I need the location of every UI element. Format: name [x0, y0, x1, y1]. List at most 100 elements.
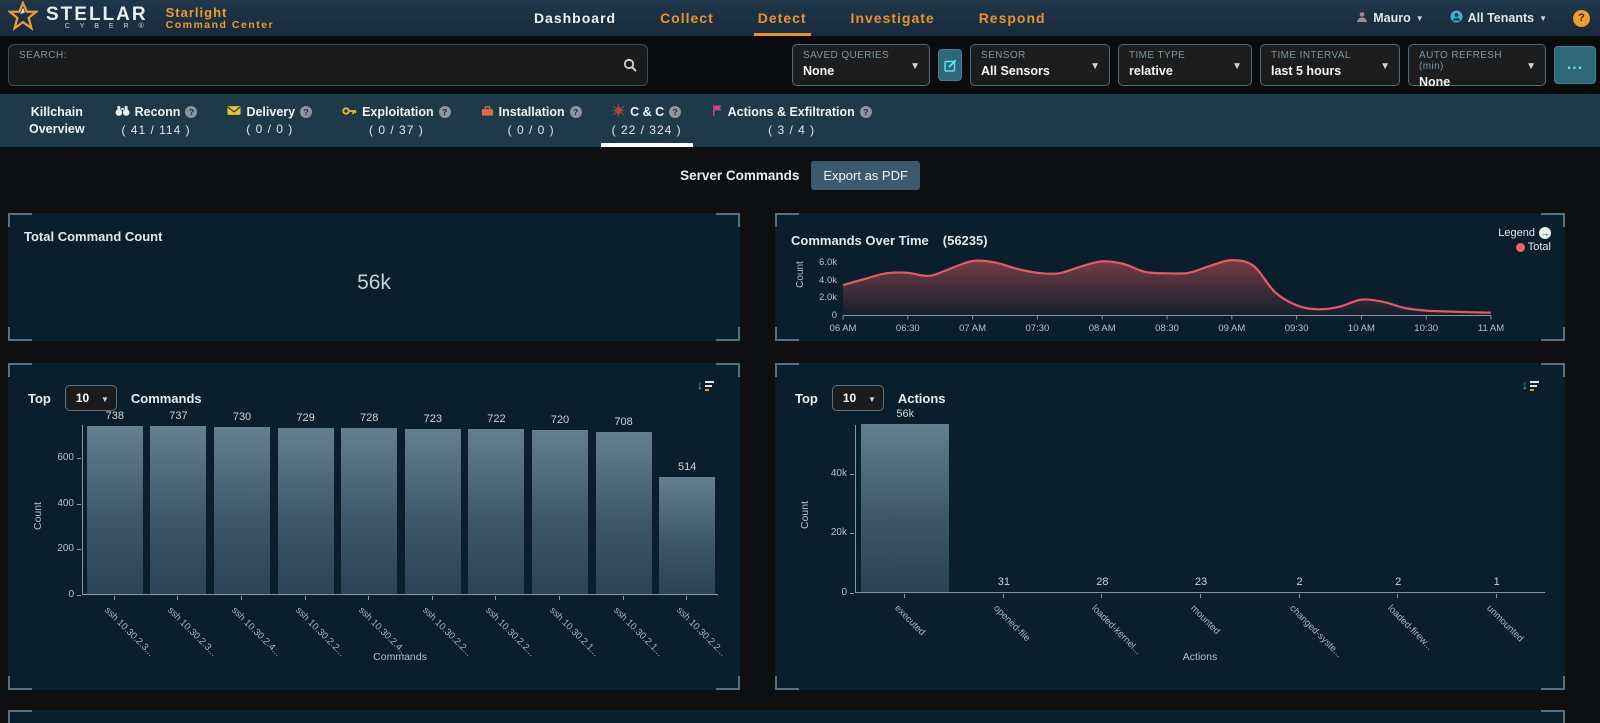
y-tick-mark: [77, 458, 81, 459]
search-input[interactable]: [19, 62, 613, 77]
panel-corner: [1541, 213, 1565, 227]
binoculars-icon: [115, 105, 130, 120]
sort-arrow-icon: ↓: [697, 379, 703, 391]
more-filters-button[interactable]: ...: [1554, 46, 1596, 84]
help-icon[interactable]: ?: [439, 106, 451, 118]
logo[interactable]: STELLAR C Y B E R ® Starlight Command Ce…: [0, 1, 274, 36]
killchain-tab-bar: KillchainOverviewReconn?( 41 / 114 )Deli…: [0, 94, 1600, 147]
x-tick-label: 10:30: [1414, 323, 1438, 334]
chart-title: Commands: [131, 391, 202, 406]
envelope-icon: [227, 105, 241, 119]
x-tick-mark: [305, 596, 306, 600]
panel-corner: [775, 213, 799, 227]
sensor-select[interactable]: SENSOR All Sensors ▼: [970, 44, 1110, 86]
x-tick-label: 09:30: [1285, 323, 1309, 334]
y-tick-mark: [850, 593, 854, 594]
panel-corner: [1541, 363, 1565, 377]
sort-icon[interactable]: ↓: [697, 379, 714, 391]
top-n-value: 10: [843, 391, 856, 405]
bar[interactable]: [341, 428, 397, 594]
bar[interactable]: [861, 424, 949, 592]
help-icon[interactable]: ?: [570, 106, 582, 118]
bar[interactable]: [214, 427, 270, 594]
edit-query-button[interactable]: [938, 49, 962, 81]
bar-value-label: 737: [169, 410, 187, 422]
killchain-tab-killchain[interactable]: KillchainOverview: [14, 94, 100, 147]
y-tick-label: 0: [811, 587, 847, 598]
bar[interactable]: [468, 429, 524, 594]
legend-toggle[interactable]: Legend →: [1498, 227, 1551, 239]
toolbox-icon: [481, 105, 494, 120]
time-type-select[interactable]: TIME TYPE relative ▼: [1118, 44, 1252, 86]
killchain-tab-installation[interactable]: Installation?( 0 / 0 ): [466, 94, 597, 147]
export-pdf-button[interactable]: Export as PDF: [811, 161, 920, 190]
bar-value-label: 738: [106, 410, 124, 422]
bar-value-label: 708: [614, 416, 632, 428]
dashboard-page: STELLAR C Y B E R ® Starlight Command Ce…: [0, 0, 1600, 723]
bar[interactable]: [150, 426, 206, 594]
panel-corner: [8, 676, 32, 690]
killchain-tab-delivery[interactable]: Delivery?( 0 / 0 ): [212, 94, 327, 147]
bar-category-label: unmounted: [1484, 603, 1525, 644]
x-tick-label: 06 AM: [830, 323, 857, 334]
tenant-menu[interactable]: All Tenants ▼: [1450, 10, 1547, 26]
bar[interactable]: [405, 429, 461, 594]
top-n-select[interactable]: 10 ▼: [65, 385, 117, 411]
legend-series-label: Total: [1528, 241, 1551, 253]
sort-icon[interactable]: ↓: [1522, 379, 1539, 391]
bar-value-label: 28: [1096, 576, 1108, 588]
nav-item-respond[interactable]: Respond: [979, 0, 1046, 36]
x-tick-mark: [1397, 594, 1398, 598]
search-box[interactable]: SEARCH:: [8, 44, 648, 86]
bar[interactable]: [278, 428, 334, 594]
x-tick-mark: [1003, 594, 1004, 598]
tab-label: Exploitation: [362, 105, 434, 119]
tab-count: ( 0 / 0 ): [246, 122, 293, 136]
killchain-tab-exploitation[interactable]: Exploitation?( 0 / 37 ): [327, 94, 466, 147]
nav-item-detect[interactable]: Detect: [758, 0, 807, 36]
bar[interactable]: [659, 477, 715, 594]
spider-icon: [612, 104, 625, 120]
auto-refresh-select[interactable]: AUTO REFRESH (min) None ▼: [1408, 44, 1546, 86]
bar-category-label: mounted: [1188, 603, 1222, 637]
stellar-star-icon: [8, 1, 38, 36]
select-label: AUTO REFRESH (min): [1419, 50, 1521, 72]
tab-count: ( 3 / 4 ): [768, 123, 815, 137]
top-actions-panel: Top 10 ▼ Actions ↓ 56k312823221020k40kex…: [775, 363, 1565, 690]
search-icon[interactable]: [623, 58, 637, 77]
help-icon[interactable]: ?: [669, 106, 681, 118]
y-tick-label: 0: [803, 310, 837, 321]
bar-value-label: 728: [360, 412, 378, 424]
help-icon[interactable]: ?: [185, 106, 197, 118]
legend: Legend → Total: [1498, 227, 1551, 253]
saved-queries-select[interactable]: SAVED QUERIES None ▼: [792, 44, 930, 86]
total-command-count-value: 56k: [8, 271, 740, 295]
nav-item-dashboard[interactable]: Dashboard: [534, 0, 616, 36]
killchain-tab-c-c[interactable]: C & C?( 22 / 324 ): [597, 94, 697, 147]
chevron-down-icon: ▼: [1232, 61, 1242, 72]
commands-over-time-panel: Commands Over Time (56235) Legend → Tota…: [775, 213, 1565, 341]
top-n-value: 10: [76, 391, 89, 405]
bar[interactable]: [532, 430, 588, 594]
bar-category-label: ssh 10.30.2.2...: [484, 605, 538, 659]
bar-value-label: 23: [1195, 576, 1207, 588]
nav-item-investigate[interactable]: Investigate: [851, 0, 935, 36]
killchain-tab-reconn[interactable]: Reconn?( 41 / 114 ): [100, 94, 213, 147]
top-n-select[interactable]: 10 ▼: [832, 385, 884, 411]
y-tick-label: 40k: [811, 468, 847, 479]
bar-category-label: ssh 10.30.2.2...: [420, 605, 474, 659]
help-icon[interactable]: ?: [300, 106, 312, 118]
bar-category-label: ssh 10.30.2.1...: [611, 605, 665, 659]
nav-item-collect[interactable]: Collect: [660, 0, 714, 36]
help-icon[interactable]: ?: [860, 106, 872, 118]
tenant-icon: [1450, 10, 1463, 26]
legend-series-total[interactable]: Total: [1498, 241, 1551, 253]
user-menu[interactable]: Mauro ▼: [1356, 11, 1423, 26]
tab-count: ( 22 / 324 ): [612, 123, 682, 137]
help-icon[interactable]: ?: [1573, 10, 1590, 27]
bar[interactable]: [596, 432, 652, 594]
bar[interactable]: [87, 426, 143, 594]
killchain-tab-actions-exfiltration[interactable]: Actions & Exfiltration?( 3 / 4 ): [697, 94, 887, 147]
time-interval-select[interactable]: TIME INTERVAL last 5 hours ▼: [1260, 44, 1400, 86]
bar-category-label: ssh 10.30.2.1...: [547, 605, 601, 659]
